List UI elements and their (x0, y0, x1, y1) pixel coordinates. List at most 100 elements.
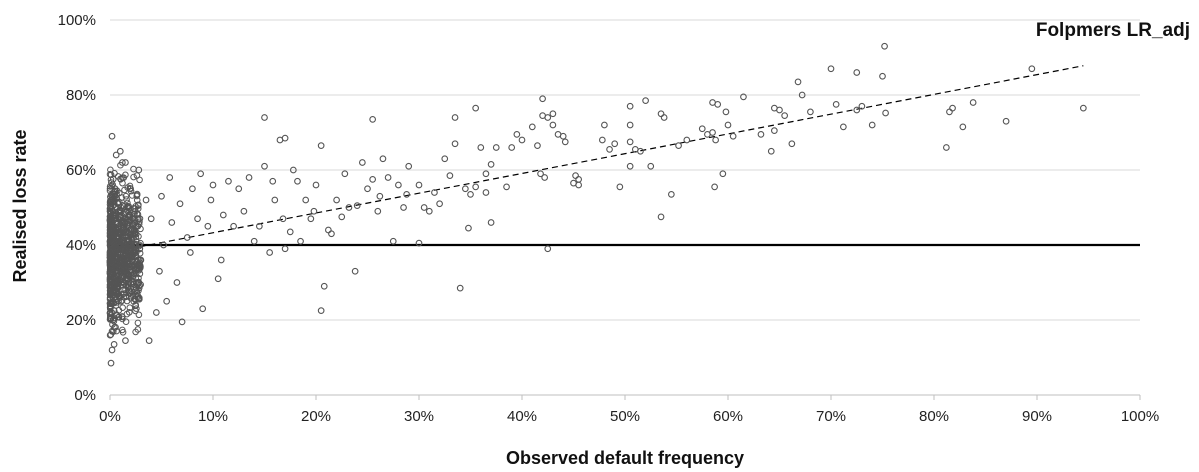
data-point (217, 256, 225, 264)
data-point (131, 229, 139, 236)
data-point (107, 243, 114, 251)
data-point (879, 72, 886, 80)
data-point (121, 202, 128, 210)
data-point (106, 198, 114, 206)
data-point (289, 166, 297, 174)
data-point (281, 134, 289, 142)
data-point (286, 228, 294, 236)
data-point (129, 220, 137, 228)
data-point (781, 112, 789, 119)
data-point (110, 341, 118, 348)
data-point (312, 181, 320, 189)
data-point (245, 174, 253, 181)
data-point (107, 171, 115, 179)
data-point (110, 228, 118, 236)
data-point (109, 321, 116, 328)
data-point (345, 204, 353, 211)
data-point (261, 114, 268, 121)
data-point (472, 104, 480, 112)
data-point (116, 147, 124, 155)
y-tick-label: 100% (58, 12, 96, 29)
data-point (626, 102, 634, 110)
data-point (108, 299, 116, 306)
x-axis-title: Observed default frequency (506, 448, 744, 468)
data-point (122, 337, 129, 344)
x-tick-label: 30% (404, 408, 434, 425)
data-point (946, 108, 953, 116)
data-point (156, 267, 163, 275)
data-point (369, 176, 377, 183)
axes (109, 394, 1141, 400)
data-point (115, 189, 123, 197)
data-point (186, 249, 194, 256)
data-point (125, 211, 133, 219)
data-point (611, 140, 619, 148)
data-point (740, 93, 747, 101)
data-point (122, 192, 130, 200)
data-point (120, 290, 128, 298)
data-point (606, 146, 613, 153)
data-point (281, 245, 289, 253)
data-point (178, 318, 186, 326)
reference-lines (109, 65, 1140, 254)
data-point (163, 297, 170, 305)
data-point (107, 236, 115, 244)
data-point (403, 191, 410, 198)
data-point (108, 197, 115, 204)
data-point (130, 173, 137, 181)
data-point (119, 218, 126, 226)
data-point (341, 170, 349, 178)
data-point (539, 95, 546, 103)
data-point (116, 246, 123, 254)
data-point (106, 183, 114, 190)
y-tick-label: 40% (66, 237, 96, 254)
data-point (119, 238, 127, 246)
data-point (456, 284, 464, 292)
x-tick-label: 50% (610, 408, 640, 425)
y-tick-label: 0% (74, 387, 96, 404)
data-point (256, 222, 263, 230)
data-point (554, 131, 562, 138)
data-point (125, 233, 132, 240)
data-point (135, 311, 143, 319)
data-point (384, 174, 392, 181)
data-point (513, 131, 521, 138)
data-point (364, 185, 371, 193)
data-point (770, 104, 778, 112)
data-point (1002, 117, 1010, 125)
data-point (667, 191, 675, 198)
data-point (271, 196, 279, 204)
x-tick-label: 100% (1121, 408, 1159, 425)
data-point (626, 162, 634, 170)
data-point (467, 191, 474, 198)
data-point (131, 270, 138, 277)
data-point (111, 282, 119, 289)
data-point (537, 170, 544, 178)
data-point (969, 99, 977, 106)
data-point (124, 184, 132, 191)
data-point (107, 315, 115, 322)
data-point (106, 266, 114, 273)
data-point (598, 136, 606, 144)
data-point (487, 161, 495, 168)
data-point (626, 121, 634, 129)
data-point (949, 104, 956, 112)
data-point (379, 155, 387, 163)
data-point (389, 237, 397, 245)
data-point (107, 259, 115, 267)
data-point (194, 215, 201, 223)
data-point (882, 109, 889, 117)
data-point (126, 226, 134, 233)
data-point (120, 293, 128, 301)
x-tick-label: 70% (816, 408, 846, 425)
data-point (698, 125, 706, 133)
data-point (943, 144, 950, 151)
data-point (108, 132, 116, 140)
data-point (338, 213, 346, 221)
data-point (106, 314, 114, 321)
data-point (119, 226, 126, 234)
data-point (133, 196, 141, 204)
data-point (134, 211, 142, 218)
data-point (119, 313, 126, 321)
data-point (219, 211, 227, 219)
